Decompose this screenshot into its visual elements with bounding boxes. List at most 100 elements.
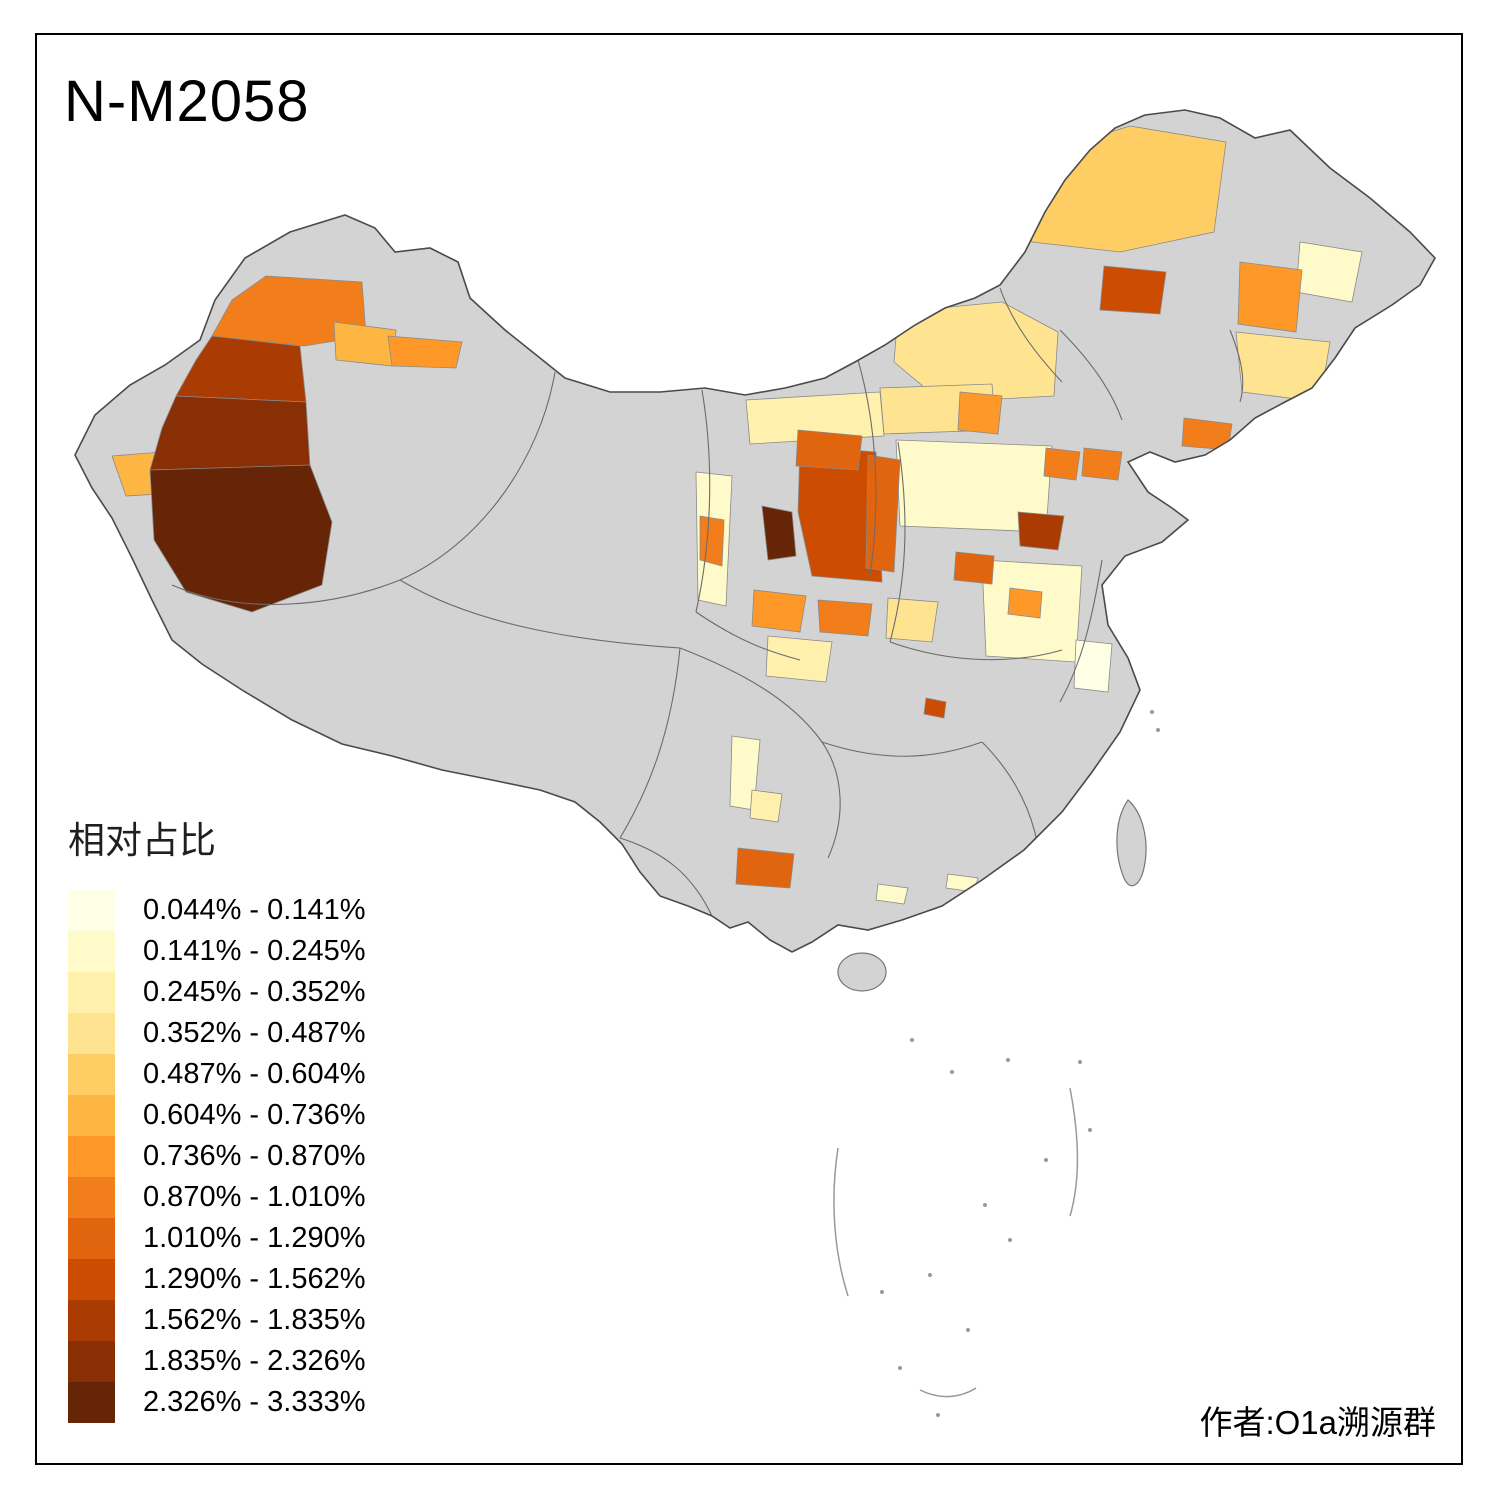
map-regions (111, 125, 1363, 905)
legend-row: 0.044% - 0.141% (68, 890, 365, 931)
legend-bin-label: 0.736% - 0.870% (143, 1140, 366, 1172)
map-region-jinan-zibo (1017, 511, 1065, 551)
legend-bin-label: 0.870% - 1.010% (143, 1181, 366, 1213)
taiwan-island (1116, 799, 1147, 887)
legend-bin-label: 0.245% - 0.352% (143, 976, 366, 1008)
province-border (1229, 329, 1244, 403)
province-border (889, 641, 1063, 661)
author-credit: 作者:O1a溯源群 (1199, 1404, 1436, 1441)
legend-swatch (68, 1054, 115, 1095)
legend-bin-label: 0.352% - 0.487% (143, 1017, 366, 1049)
map-region-tangshan (1081, 447, 1123, 481)
hainan-island (837, 952, 887, 992)
legend-bin-label: 2.326% - 3.333% (143, 1386, 366, 1418)
map-region-jiangsu-north (1073, 639, 1113, 693)
legend-row: 1.562% - 1.835% (68, 1300, 365, 1341)
map-region-heze (953, 551, 995, 585)
map-region-heilongjiang-west (1011, 125, 1227, 253)
map-region-ningxia-dark-spot (761, 505, 797, 561)
china-outline (74, 109, 1436, 953)
map-region-ningxia-north (795, 429, 863, 471)
map-region-pingliang (885, 597, 939, 643)
province-border (695, 611, 801, 661)
china-base (75, 110, 1435, 952)
legend-row: 0.487% - 0.604% (68, 1054, 365, 1095)
legend: 相对占比 0.044% - 0.141% 0.141% - 0.245% 0.245… (68, 810, 365, 1423)
legend-rows: 0.044% - 0.141% 0.141% - 0.245% 0.245% - 0… (68, 890, 365, 1423)
map-region-gannan (765, 635, 833, 683)
map-region-liaoning-central (1181, 417, 1233, 451)
map-region-sichuan-southwest (749, 789, 783, 823)
province-border (679, 647, 841, 859)
legend-swatch (68, 931, 115, 972)
legend-bin-label: 0.141% - 0.245% (143, 935, 366, 967)
legend-bin-label: 1.835% - 2.326% (143, 1345, 366, 1377)
map-region-zhangjiakou (1043, 447, 1081, 481)
province-border (399, 579, 681, 649)
legend-row: 0.352% - 0.487% (68, 1013, 365, 1054)
legend-swatch (68, 1013, 115, 1054)
legend-bin-label: 1.290% - 1.562% (143, 1263, 366, 1295)
south-china-sea-islets (833, 710, 1160, 1417)
legend-row: 0.245% - 0.352% (68, 972, 365, 1013)
province-border (619, 647, 681, 839)
legend-row: 2.326% - 3.333% (68, 1382, 365, 1423)
legend-swatch (68, 1218, 115, 1259)
legend-swatch (68, 1259, 115, 1300)
map-region-baotou (957, 391, 1003, 435)
map-region-inner-mongolia-east (893, 301, 1059, 403)
map-region-xuzhou (1007, 587, 1043, 619)
map-region-changji (387, 335, 463, 369)
map-region-alxa-border (745, 391, 885, 445)
legend-swatch (68, 890, 115, 931)
legend-swatch (68, 972, 115, 1013)
province-border (695, 389, 711, 613)
map-region-aksu (175, 335, 307, 403)
map-region-hotan (149, 464, 333, 613)
map-region-jilin (1235, 331, 1331, 403)
legend-swatch (68, 1095, 115, 1136)
map-region-guizhou (875, 883, 909, 905)
map-region-wuwei (699, 515, 725, 567)
legend-bin-label: 0.044% - 0.141% (143, 894, 366, 926)
province-border (1059, 329, 1123, 421)
map-region-daqing (1099, 265, 1167, 315)
map-region-tianshui (817, 599, 873, 637)
map-region-harbin-east (1237, 261, 1303, 333)
map-region-shaanbei (797, 445, 883, 583)
legend-bin-label: 1.010% - 1.290% (143, 1222, 366, 1254)
legend-row: 1.835% - 2.326% (68, 1341, 365, 1382)
province-border (999, 287, 1063, 383)
legend-swatch (68, 1300, 115, 1341)
province-borders (171, 287, 1244, 917)
legend-row: 1.290% - 1.562% (68, 1259, 365, 1300)
province-border (1059, 559, 1103, 703)
legend-row: 0.141% - 0.245% (68, 931, 365, 972)
legend-bin-label: 0.604% - 0.736% (143, 1099, 366, 1131)
map-region-heilongjiang-east-pale (1295, 241, 1363, 303)
map-region-lanzhou (751, 589, 807, 633)
province-border (889, 441, 906, 643)
page-title: N-M2058 (64, 69, 310, 134)
legend-swatch (68, 1177, 115, 1218)
map-region-yunnan-west (735, 847, 795, 889)
map-region-kashgar (149, 395, 311, 471)
legend-bin-label: 1.562% - 1.835% (143, 1304, 366, 1336)
legend-swatch (68, 1341, 115, 1382)
legend-swatch (68, 1136, 115, 1177)
legend-row: 0.870% - 1.010% (68, 1177, 365, 1218)
province-border (619, 837, 713, 917)
legend-row: 0.604% - 0.736% (68, 1095, 365, 1136)
map-region-bortala (333, 321, 397, 367)
province-border (821, 741, 983, 757)
legend-swatch (68, 1382, 115, 1423)
legend-bin-label: 0.487% - 0.604% (143, 1058, 366, 1090)
legend-row: 1.010% - 1.290% (68, 1218, 365, 1259)
map-region-chongqing-spot (923, 697, 947, 719)
legend-title: 相对占比 (68, 820, 216, 861)
legend-row: 0.736% - 0.870% (68, 1136, 365, 1177)
province-border (857, 359, 877, 577)
map-region-shanxi (865, 454, 901, 573)
